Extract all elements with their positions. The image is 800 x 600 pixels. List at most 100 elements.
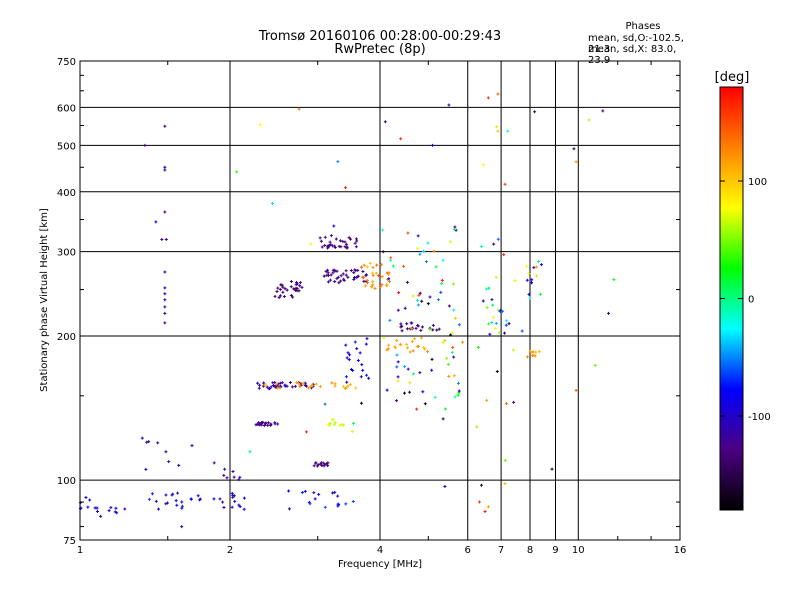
data-point <box>289 285 293 289</box>
data-point <box>258 383 262 387</box>
data-point <box>354 245 358 249</box>
data-point <box>278 294 282 298</box>
data-point <box>449 333 453 337</box>
data-point <box>278 386 282 390</box>
data-point <box>380 275 384 279</box>
data-point <box>287 507 291 511</box>
data-point <box>175 503 179 507</box>
data-point <box>190 444 194 448</box>
data-point <box>298 281 302 285</box>
y-tick-label: 500 <box>57 141 76 152</box>
y-axis-label: Stationary phase Virtual Height [km] <box>39 208 50 392</box>
data-point <box>399 137 403 141</box>
data-point <box>256 381 260 385</box>
data-point <box>431 328 435 332</box>
data-point <box>475 425 479 429</box>
data-point <box>333 421 337 425</box>
data-point <box>222 506 226 510</box>
data-point <box>269 385 273 389</box>
data-point <box>399 322 403 326</box>
data-point <box>318 385 322 389</box>
data-point <box>297 289 301 293</box>
data-point <box>525 264 529 268</box>
data-point <box>504 323 508 327</box>
data-point <box>537 259 541 263</box>
data-point <box>317 492 321 496</box>
data-point <box>395 365 399 369</box>
data-point <box>490 298 494 302</box>
data-point <box>163 270 167 274</box>
data-point <box>278 381 282 385</box>
data-point <box>223 467 227 471</box>
data-point <box>454 228 458 232</box>
data-point <box>326 271 330 275</box>
data-point <box>527 292 531 296</box>
data-point <box>511 348 515 352</box>
data-point <box>416 298 420 302</box>
data-point <box>323 505 327 509</box>
x-tick-label: 10 <box>572 545 585 556</box>
data-point <box>457 389 461 393</box>
data-point <box>163 168 167 172</box>
data-point <box>346 275 350 279</box>
data-point <box>461 340 465 344</box>
data-point <box>396 379 400 383</box>
data-point <box>312 491 316 495</box>
y-tick-label: 400 <box>57 188 76 199</box>
data-point <box>406 231 410 235</box>
data-point <box>331 271 335 275</box>
data-point <box>326 273 330 277</box>
data-point <box>353 241 357 245</box>
data-point <box>167 460 171 464</box>
data-point <box>273 294 277 298</box>
data-point <box>339 274 343 278</box>
data-point <box>494 321 498 325</box>
data-point <box>113 510 117 514</box>
data-point <box>422 345 426 349</box>
data-point <box>378 285 382 289</box>
data-point <box>415 246 419 250</box>
data-point <box>387 277 391 281</box>
data-point <box>164 502 168 506</box>
data-point <box>405 343 409 347</box>
data-point <box>295 287 299 291</box>
data-point <box>324 269 328 273</box>
chart-subtitle: RwPretec (8p) <box>334 42 426 57</box>
data-point <box>84 496 88 500</box>
data-point <box>326 423 330 427</box>
data-point <box>268 386 272 390</box>
data-point <box>272 383 276 387</box>
data-point <box>163 292 167 296</box>
data-point <box>262 423 266 427</box>
data-point <box>344 269 348 273</box>
data-point <box>381 228 385 232</box>
data-point <box>347 236 351 240</box>
data-point <box>447 103 451 107</box>
data-point <box>416 324 420 328</box>
data-point <box>235 170 239 174</box>
data-point <box>352 277 356 281</box>
data-point <box>398 342 402 346</box>
data-point <box>198 498 202 502</box>
data-point <box>298 284 302 288</box>
data-point <box>278 288 282 292</box>
data-point <box>366 281 370 285</box>
data-point <box>379 263 383 267</box>
data-point <box>238 475 242 479</box>
data-point <box>430 357 434 361</box>
data-point <box>344 273 348 277</box>
data-point <box>362 263 366 267</box>
data-point <box>457 391 461 395</box>
data-point <box>276 422 280 426</box>
data-point <box>527 272 531 276</box>
data-point <box>388 318 392 322</box>
data-point <box>452 374 456 378</box>
data-point <box>296 382 300 386</box>
data-point <box>405 280 409 284</box>
data-point <box>503 182 507 186</box>
colorbar-label: [deg] <box>715 70 750 85</box>
data-point <box>396 375 400 379</box>
data-point <box>319 239 323 243</box>
data-point <box>338 423 342 427</box>
